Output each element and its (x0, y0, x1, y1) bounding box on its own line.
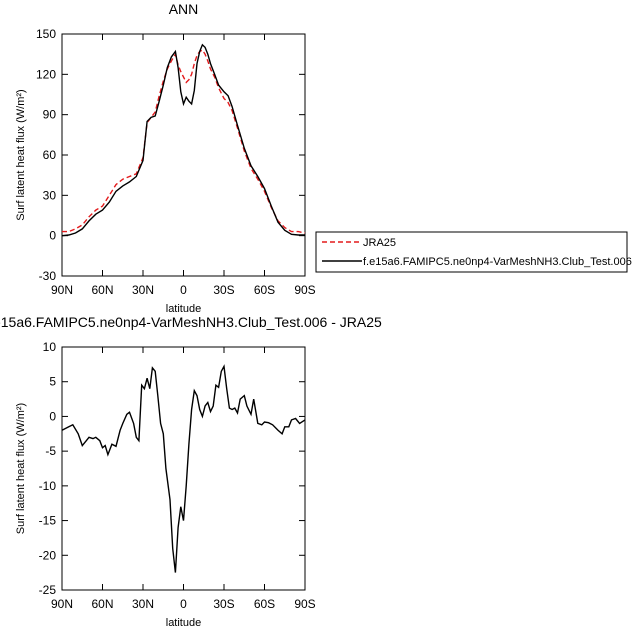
x-tick-label: 30N (132, 597, 154, 611)
y-axis-label: Surf latent heat flux (W/m²) (15, 89, 27, 220)
y-tick-label: 150 (36, 27, 56, 41)
y-tick-label: -30 (39, 269, 57, 283)
legend-box (315, 231, 628, 273)
x-tick-label: 0 (180, 283, 187, 297)
data-line (62, 49, 306, 234)
x-tick-label: 90S (294, 597, 315, 611)
plot-frame (61, 33, 306, 277)
legend-label: JRA25 (363, 237, 396, 249)
x-tick-label: 30N (132, 283, 154, 297)
chart-title: f.e15a6.FAMIPC5.ne0np4-VarMeshNH3.Club_T… (0, 314, 382, 330)
x-tick-label: 60N (91, 597, 113, 611)
x-tick-label: 90S (294, 283, 315, 297)
x-tick-label: 30S (213, 283, 234, 297)
x-tick-label: 60S (254, 283, 275, 297)
y-tick-label: 10 (43, 340, 57, 354)
x-tick-label: 60N (91, 283, 113, 297)
y-tick-label: 90 (43, 108, 57, 122)
chart-title: ANN (169, 1, 199, 17)
plot-frame (61, 346, 306, 591)
y-tick-label: -20 (39, 548, 57, 562)
legend-label: f.e15a6.FAMIPC5.ne0np4-VarMeshNH3.Club_T… (363, 256, 632, 268)
data-line (61, 364, 306, 573)
y-tick-label: 60 (43, 148, 57, 162)
y-tick-label: 30 (43, 188, 57, 202)
y-tick-label: 0 (49, 229, 56, 243)
x-tick-label: 0 (180, 597, 187, 611)
y-tick-label: 5 (49, 375, 56, 389)
y-tick-label: -15 (39, 514, 57, 528)
y-tick-label: 0 (49, 409, 56, 423)
y-tick-label: 120 (36, 67, 56, 81)
x-axis-label: latitude (166, 617, 201, 629)
x-axis-label: latitude (166, 303, 201, 315)
y-tick-label: -10 (39, 479, 57, 493)
x-tick-label: 90N (51, 597, 73, 611)
x-tick-label: 30S (213, 597, 234, 611)
data-line (61, 43, 305, 237)
y-tick-label: -25 (39, 583, 57, 597)
x-tick-label: 60S (254, 597, 275, 611)
x-tick-label: 90N (51, 283, 73, 297)
y-tick-label: -5 (45, 444, 56, 458)
y-axis-label: Surf latent heat flux (W/m²) (15, 403, 27, 534)
